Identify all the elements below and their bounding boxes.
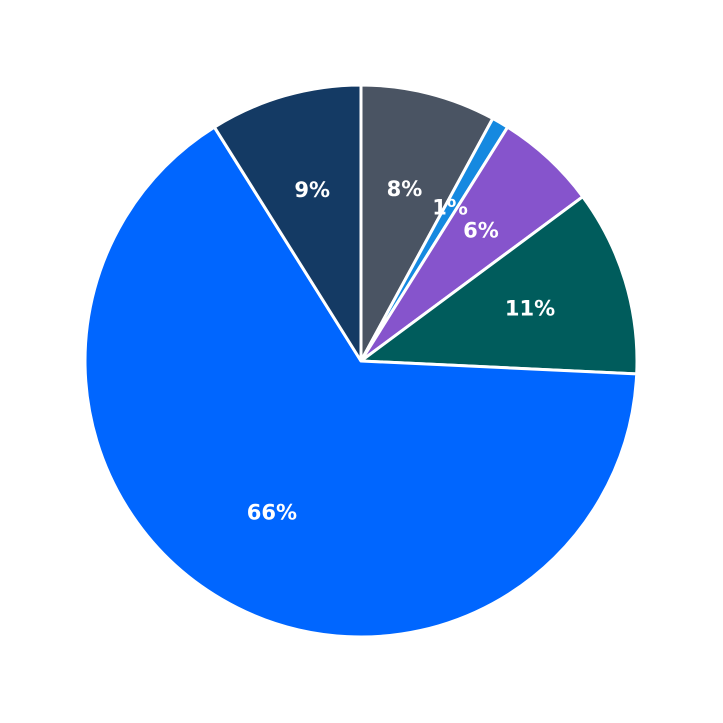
pie-slice (212, 83, 363, 363)
pie-slice (359, 195, 639, 376)
slice-label: 9% (294, 178, 330, 202)
slice-label: 66% (247, 501, 297, 525)
slice-label: 8% (387, 177, 423, 201)
slice-label: 1% (432, 195, 468, 219)
pie-slice (359, 83, 495, 363)
pie-slice (83, 125, 639, 639)
slice-label: 6% (463, 218, 499, 242)
slice-label: 11% (505, 297, 555, 321)
